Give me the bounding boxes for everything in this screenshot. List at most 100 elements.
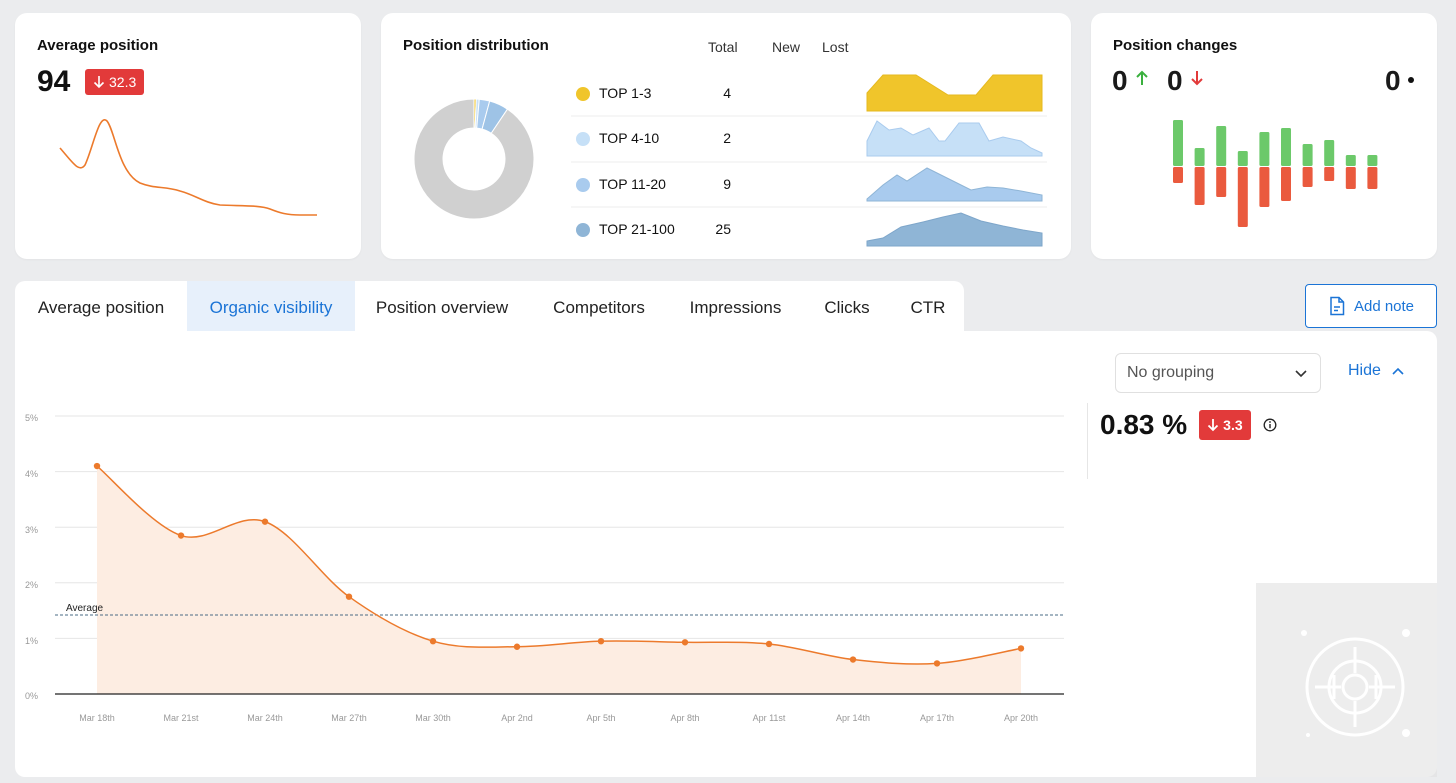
top-11-20-dot — [576, 178, 590, 192]
tab-clicks[interactable]: Clicks — [824, 298, 870, 317]
info-icon[interactable] — [1263, 418, 1277, 432]
change-bar-down — [1237, 167, 1248, 227]
donut-slice — [413, 98, 535, 220]
visibility-chart: Average — [55, 415, 1064, 695]
y-tick-label: 4% — [25, 469, 39, 479]
change-bar-down — [1216, 167, 1227, 197]
col-header-lost: Lost — [822, 39, 849, 55]
average-position-title: Average position — [37, 37, 159, 54]
summary-divider — [1087, 403, 1088, 479]
arrow-down-icon — [1208, 419, 1219, 432]
data-point — [177, 532, 185, 539]
distribution-donut — [413, 98, 535, 220]
visibility-summary: 0.83 % 3.3 — [1100, 409, 1277, 441]
y-tick-label: 5% — [25, 413, 39, 423]
y-tick-label: 0% — [25, 691, 39, 701]
data-point — [597, 637, 605, 645]
x-tick-label: Apr 2nd — [501, 713, 533, 723]
tab-bar: Average position Organic visibility Posi… — [15, 281, 964, 331]
average-position-delta: 32.3 — [109, 74, 137, 90]
change-bar-up — [1173, 120, 1183, 166]
x-tick-label: Apr 8th — [670, 713, 700, 723]
top-4-10-label: TOP 4-10 — [599, 130, 660, 146]
change-bar-down — [1302, 167, 1313, 187]
tab-average-position[interactable]: Average position — [37, 298, 165, 317]
y-tick-label: 1% — [25, 636, 39, 646]
data-point — [429, 637, 437, 645]
sparkline-top-1-3 — [866, 74, 1043, 112]
top-4-10-dot — [576, 132, 590, 146]
change-bar-down — [1324, 167, 1335, 181]
position-distribution-card: Position distribution Total New Lost TOP… — [381, 13, 1071, 259]
x-tick-label: Mar 18th — [79, 713, 115, 723]
sparkline-top-21-100 — [866, 212, 1043, 247]
top-21-100-label: TOP 21-100 — [599, 221, 675, 237]
average-label: Average — [66, 603, 104, 614]
crosshair-logo-icon — [1301, 629, 1410, 737]
x-tick-label: Apr 20th — [1003, 713, 1039, 723]
tab-impressions[interactable]: Impressions — [689, 298, 782, 317]
tab-position-overview[interactable]: Position overview — [375, 298, 509, 317]
changes-up-value: 0 — [1112, 65, 1128, 96]
position-distribution-title: Position distribution — [403, 37, 549, 54]
change-bar-down — [1259, 167, 1270, 207]
data-point — [513, 643, 521, 650]
changes-down-value: 0 — [1167, 65, 1183, 96]
tab-ctr[interactable]: CTR — [910, 298, 946, 317]
x-tick-label: Apr 5th — [586, 713, 616, 723]
x-tick-label: Apr 14th — [835, 713, 871, 723]
top-1-3-label: TOP 1-3 — [599, 85, 652, 101]
average-position-card: Average position 94 32.3 — [15, 13, 361, 259]
change-bar-down — [1345, 167, 1356, 189]
top-11-20-total: 9 — [723, 176, 731, 192]
changes-same: 0 — [1385, 65, 1415, 97]
change-bar-up — [1237, 151, 1248, 166]
x-tick-label: Mar 24th — [247, 713, 283, 723]
tab-organic-visibility[interactable]: Organic visibility — [187, 281, 355, 331]
visibility-area — [97, 466, 1021, 694]
data-point — [681, 639, 689, 646]
change-bar-up — [1345, 155, 1356, 166]
top-11-20-label: TOP 11-20 — [599, 176, 666, 192]
visibility-value: 0.83 % — [1100, 409, 1188, 440]
data-point — [1017, 645, 1025, 652]
sparkline-top-11-20 — [866, 167, 1043, 202]
data-point — [933, 660, 941, 667]
chevron-down-icon — [1295, 370, 1307, 378]
data-point — [261, 518, 269, 525]
tab-competitors[interactable]: Competitors — [553, 298, 645, 317]
change-bar-up — [1216, 126, 1227, 166]
position-changes-bars — [1173, 120, 1378, 227]
average-position-delta-badge: 32.3 — [85, 69, 145, 95]
chevron-up-icon — [1392, 367, 1404, 375]
change-bar-down — [1281, 167, 1291, 201]
x-tick-label: Apr 17th — [919, 713, 955, 723]
arrow-down-icon — [93, 76, 105, 89]
change-bar-up — [1281, 128, 1291, 166]
col-header-new: New — [772, 39, 801, 55]
position-changes-card: Position changes 0 0 0 — [1091, 13, 1437, 259]
hide-toggle[interactable]: Hide — [1348, 362, 1405, 380]
note-icon — [1330, 296, 1345, 316]
top-21-100-dot — [576, 223, 590, 237]
visibility-line — [96, 465, 1022, 665]
arrow-up-green-icon — [1136, 70, 1149, 85]
x-tick-label: Mar 30th — [415, 713, 451, 723]
visibility-delta: 3.3 — [1223, 417, 1243, 433]
watermark-overlay — [1256, 583, 1437, 777]
y-tick-label: 2% — [25, 580, 39, 590]
changes-same-value: 0 — [1385, 65, 1401, 96]
add-note-label: Add note — [1353, 297, 1415, 315]
changes-up: 0 — [1112, 65, 1149, 97]
change-bar-down — [1194, 167, 1205, 205]
change-bar-up — [1259, 132, 1270, 166]
change-bar-down — [1173, 167, 1183, 183]
col-header-total: Total — [708, 39, 738, 55]
x-tick-label: Mar 27th — [331, 713, 367, 723]
change-bar-up — [1324, 140, 1335, 166]
add-note-button[interactable]: Add note — [1305, 284, 1437, 328]
change-bar-down — [1367, 167, 1378, 189]
data-point — [765, 640, 773, 648]
grouping-select[interactable]: No grouping — [1115, 353, 1321, 393]
top-21-100-total: 25 — [715, 221, 731, 237]
